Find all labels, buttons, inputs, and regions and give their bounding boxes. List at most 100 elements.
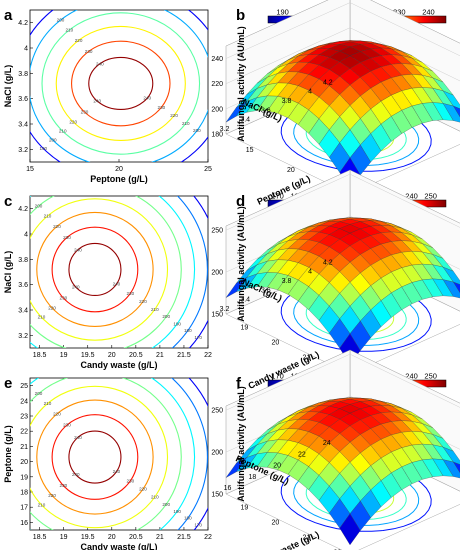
- y-tick-label: 3.6: [18, 96, 28, 103]
- x-tick-label: 15: [26, 166, 34, 173]
- x-tick-label: 22: [204, 534, 212, 541]
- contour-level-label: 200: [193, 128, 201, 133]
- contour-line: [51, 414, 139, 500]
- contour-line: [30, 196, 196, 348]
- y-tick-label: 4: [308, 269, 312, 276]
- y-tick-label: 4: [308, 89, 312, 96]
- x-tick-label: 19: [60, 534, 68, 541]
- x-tick-label: 20.5: [129, 534, 143, 541]
- z-tick-label: 200: [211, 270, 223, 277]
- contour-level-label: 220: [48, 305, 56, 310]
- contour-level-label: 190: [173, 321, 181, 326]
- contour-level-label: 240: [74, 435, 82, 440]
- contour-level-label: 200: [49, 138, 57, 143]
- y-tick-label: 24: [20, 398, 28, 405]
- contour-line: [30, 385, 169, 529]
- contour-line: [41, 12, 201, 155]
- contour-level-label: 200: [35, 204, 43, 209]
- colorbar-tick-label: 250: [424, 372, 437, 381]
- z-axis-title: Antifungal activity (AU/mL): [236, 206, 246, 322]
- contour-level-label: 230: [85, 49, 93, 54]
- contour-line: [30, 378, 196, 530]
- x-tick-label: 18.5: [33, 352, 47, 359]
- y-tick-label: 17: [20, 505, 28, 512]
- y-tick-label: 21: [20, 444, 28, 451]
- contour-level-label: 240: [96, 61, 104, 66]
- contour-level-label: 240: [72, 285, 80, 290]
- y-tick-label: 4.2: [323, 79, 333, 86]
- contour-level-label: 230: [60, 296, 68, 301]
- contour-level-label: 240: [72, 472, 80, 477]
- contour-level-label: 220: [139, 299, 147, 304]
- x-tick-label: 25: [204, 166, 212, 173]
- contour-level-label: 220: [48, 493, 56, 498]
- response-surface: [225, 40, 460, 191]
- contour-line: [30, 378, 182, 530]
- x-tick-label: 22: [204, 352, 212, 359]
- y-tick-label: 19: [20, 474, 28, 481]
- y-tick-label: 25: [20, 383, 28, 390]
- contour-level-label: 230: [81, 110, 89, 115]
- panel-letter-d: d: [236, 193, 245, 210]
- y-tick-label: 24: [323, 440, 331, 447]
- y-tick-label: 3.8: [282, 98, 292, 105]
- z-tick-label: 180: [211, 132, 223, 139]
- x-axis-title: Candy waste (g/L): [247, 529, 321, 550]
- surface-panel-d: d170180190200210220230240250150200250Ant…: [211, 169, 460, 391]
- x-tick-label: 19.5: [81, 352, 95, 359]
- y-tick-label: 3.4: [240, 117, 250, 124]
- surface-patch: [339, 513, 361, 546]
- contour-line: [30, 198, 169, 341]
- contour-level-label: 240: [74, 247, 82, 252]
- y-tick-label: 3.2: [220, 126, 230, 133]
- x-tick-label: 19: [241, 325, 249, 332]
- contour-line: [68, 242, 122, 297]
- contour-level-label: 210: [151, 494, 159, 499]
- z-gridline: [225, 353, 460, 411]
- contour-panel-c: c 18.5 19 19.5 20 20.5 21 21.5 22 3.2 3.4 3.6 3.8 4 4.…: [3, 193, 212, 370]
- x-axis-title: Candy waste (g/L): [80, 542, 157, 550]
- y-tick-label: 3.4: [18, 308, 28, 315]
- x-tick-label: 20: [115, 166, 123, 173]
- contour-line: [171, 378, 208, 530]
- y-tick-label: 16: [20, 520, 28, 527]
- y-tick-label: 3.6: [261, 107, 271, 114]
- z-axis-title: Antifungal activity (AU/mL): [236, 26, 246, 142]
- x-tick-label: 21.5: [177, 534, 191, 541]
- y-tick-label: 3.6: [261, 287, 271, 294]
- z-tick-label: 200: [211, 106, 223, 113]
- y-tick-label: 18: [248, 474, 256, 481]
- colorbar-tick-label: 170: [271, 192, 284, 201]
- contour-line: [36, 399, 154, 515]
- y-tick-label: 3.2: [220, 306, 230, 313]
- contour-level-label: 230: [126, 291, 134, 296]
- contour-level-label: 220: [170, 113, 178, 118]
- y-tick-label: 16: [224, 485, 232, 492]
- panel-letter-b: b: [236, 7, 245, 24]
- y-tick-label: 4.2: [323, 259, 333, 266]
- contour-level-label: 200: [162, 502, 170, 507]
- x-tick-label: 20: [287, 167, 295, 174]
- contour-level-label: 220: [69, 119, 77, 124]
- contour-level-label: 210: [38, 502, 46, 507]
- y-tick-label: 3.8: [18, 257, 28, 264]
- x-axis-title: Peptone (g/L): [90, 174, 148, 184]
- colorbar-tick-label: 240: [405, 192, 418, 201]
- y-axis-title: Peptone (g/L): [3, 425, 13, 483]
- x-tick-label: 20: [272, 520, 280, 527]
- contour-level-label: 200: [57, 18, 65, 23]
- panel-letter-c: c: [4, 193, 12, 210]
- z-gridline: [225, 173, 460, 231]
- x-tick-label: 20: [108, 534, 116, 541]
- y-tick-label: 4.2: [18, 20, 28, 27]
- z-gridline: [225, 27, 460, 84]
- contour-line: [171, 196, 208, 348]
- floor-outline: [225, 437, 460, 550]
- y-tick-label: 4: [24, 232, 28, 239]
- z-tick-label: 150: [211, 312, 223, 319]
- x-tick-label: 20: [108, 352, 116, 359]
- contour-level-label: 210: [182, 121, 190, 126]
- x-tick-label: 21: [156, 534, 164, 541]
- z-tick-label: 250: [211, 228, 223, 235]
